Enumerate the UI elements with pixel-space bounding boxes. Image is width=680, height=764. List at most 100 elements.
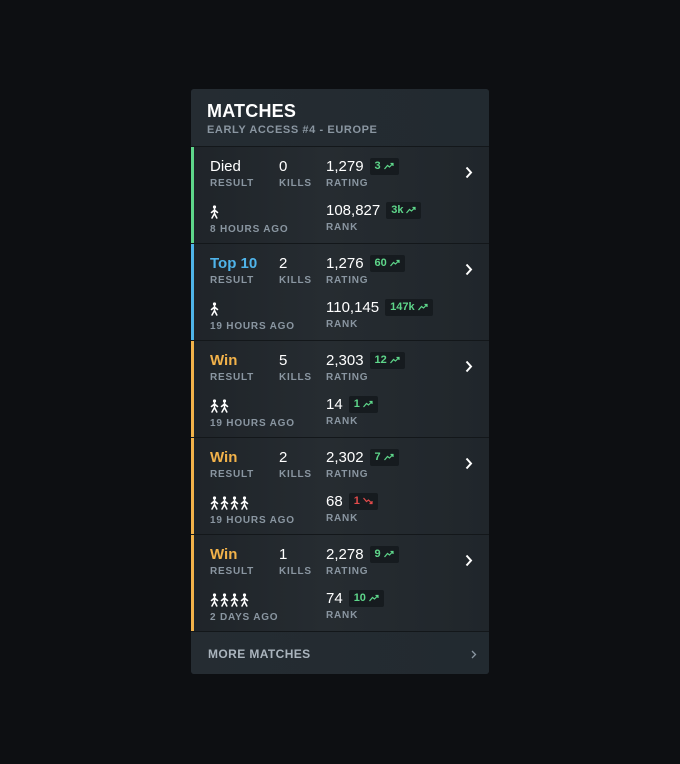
result-cell: Win RESULT [210,546,254,577]
player-icon [240,496,249,510]
rating-label: RATING [326,178,369,189]
rank-value: 14 [326,396,343,413]
rank-cell: 14 1 RANK [326,396,378,427]
rating-label: RATING [326,469,369,480]
kills-cell: 0 KILLS [279,158,312,189]
chevron-right-icon[interactable] [465,554,473,572]
kills-value: 0 [279,158,288,175]
rating-label: RATING [326,372,369,383]
player-icon [210,399,219,413]
rating-cell: 1,276 60 RATING [326,255,405,286]
player-icon [210,593,219,607]
rank-delta-badge: 147k [385,299,433,316]
rating-label: RATING [326,275,369,286]
result-label: RESULT [210,469,255,480]
chevron-right-icon[interactable] [465,263,473,281]
match-row[interactable]: Win RESULT 1 KILLS 2,278 9 RATING 2 DAYS AGO 74 1… [191,535,489,632]
player-icon [210,496,219,510]
rank-value: 68 [326,493,343,510]
player-icon [210,302,219,316]
rank-delta-value: 3k [391,204,404,216]
rank-value: 108,827 [326,202,381,219]
match-time: 8 HOURS AGO [210,224,289,235]
rank-delta-badge: 1 [348,396,378,413]
kills-label: KILLS [279,566,312,577]
chevron-right-icon[interactable] [465,457,473,475]
kills-value: 2 [279,255,288,272]
chevron-right-icon[interactable] [465,360,473,378]
rank-label: RANK [326,319,359,330]
mode-cell: 19 HOURS AGO [210,302,295,332]
kills-cell: 1 KILLS [279,546,312,577]
trend-up-icon [381,451,394,463]
rating-cell: 2,278 9 RATING [326,546,399,577]
rating-delta-badge: 12 [369,352,405,369]
kills-label: KILLS [279,178,312,189]
kills-value: 1 [279,546,288,563]
rating-delta-badge: 3 [369,158,399,175]
kills-label: KILLS [279,469,312,480]
player-icon [220,593,229,607]
match-time: 19 HOURS AGO [210,418,295,429]
more-matches-label: MORE MATCHES [208,647,311,661]
rating-delta-value: 12 [374,354,387,366]
player-icon [240,593,249,607]
mode-cell: 19 HOURS AGO [210,399,295,429]
chevron-right-icon [471,646,477,664]
trend-up-icon [381,160,394,172]
result-label: RESULT [210,275,255,286]
kills-cell: 5 KILLS [279,352,312,383]
result-cell: Win RESULT [210,352,254,383]
matches-panel: MATCHES EARLY ACCESS #4 - EUROPE Died RES… [191,89,489,674]
rating-value: 1,279 [326,158,364,175]
more-matches-button[interactable]: MORE MATCHES [191,632,489,674]
player-icon [220,399,229,413]
rating-delta-value: 9 [374,548,381,560]
result-color-bar [191,147,194,243]
rating-cell: 2,302 7 RATING [326,449,399,480]
kills-value: 2 [279,449,288,466]
mode-cell: 19 HOURS AGO [210,496,295,526]
match-row[interactable]: Top 10 RESULT 2 KILLS 1,276 60 RATING 19 HOURS … [191,244,489,341]
rank-label: RANK [326,513,359,524]
trend-up-icon [381,548,394,560]
player-icon [230,593,239,607]
result-color-bar [191,535,194,631]
chevron-right-icon[interactable] [465,166,473,184]
kills-value: 5 [279,352,288,369]
rating-delta-value: 60 [374,257,387,269]
rank-label: RANK [326,416,359,427]
match-row[interactable]: Win RESULT 2 KILLS 2,302 7 RATING 19 HOURS AGO 6… [191,438,489,535]
trend-up-icon [415,301,428,313]
trend-up-icon [387,257,400,269]
rank-delta-value: 147k [390,301,415,313]
trend-up-icon [387,354,400,366]
rank-delta-value: 10 [353,592,366,604]
kills-cell: 2 KILLS [279,449,312,480]
rank-delta-badge: 1 [348,493,378,510]
rank-label: RANK [326,610,359,621]
result-value: Win [210,352,238,369]
rating-delta-badge: 60 [369,255,405,272]
result-color-bar [191,341,194,437]
match-time: 2 DAYS AGO [210,612,279,623]
squad-mode-icon [210,593,278,607]
panel-subtitle: EARLY ACCESS #4 - EUROPE [207,124,378,136]
kills-label: KILLS [279,275,312,286]
match-row[interactable]: Died RESULT 0 KILLS 1,279 3 RATING 8 HOURS AGO 1… [191,147,489,244]
match-time: 19 HOURS AGO [210,515,295,526]
result-value: Died [210,158,241,175]
player-icon [230,496,239,510]
rank-delta-value: 1 [353,495,360,507]
result-cell: Died RESULT [210,158,254,189]
kills-cell: 2 KILLS [279,255,312,286]
result-color-bar [191,244,194,340]
rating-value: 2,303 [326,352,364,369]
result-value: Win [210,546,238,563]
rank-cell: 108,827 3k RANK [326,202,422,233]
rating-delta-value: 7 [374,451,381,463]
trend-up-icon [403,204,417,216]
mode-cell: 8 HOURS AGO [210,205,288,235]
match-row[interactable]: Win RESULT 5 KILLS 2,303 12 RATING 19 HOURS AGO… [191,341,489,438]
rank-value: 74 [326,590,343,607]
